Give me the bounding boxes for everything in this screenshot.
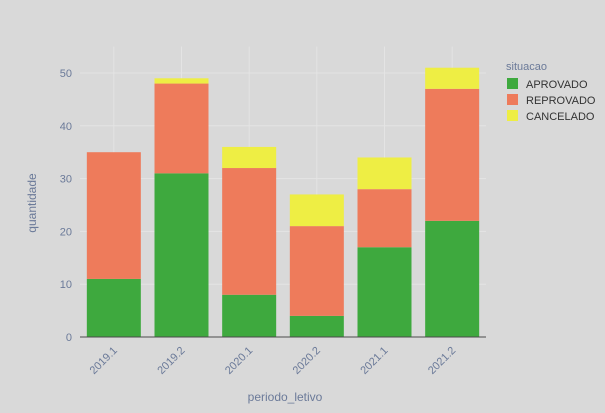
bar-segment-reprovado[interactable] [154, 83, 209, 174]
y-tick-label: 50 [60, 68, 72, 80]
bar-segment-aprovado[interactable] [222, 294, 277, 337]
legend-swatch-cancelado[interactable] [507, 110, 518, 121]
bar-segment-reprovado[interactable] [86, 152, 141, 279]
legend-swatch-reprovado[interactable] [507, 94, 518, 105]
bar-segment-reprovado[interactable] [357, 189, 412, 248]
y-tick-label: 40 [60, 121, 72, 133]
bar-segment-aprovado[interactable] [86, 278, 141, 337]
x-tick-label: 2019.2 [155, 345, 187, 377]
x-axis-title: periodo_letivo [248, 390, 323, 404]
grid-layer [80, 46, 486, 337]
bar-segment-reprovado[interactable] [289, 226, 344, 316]
y-axis-title: quantidade [25, 173, 39, 233]
bar-segment-cancelado[interactable] [222, 146, 277, 169]
legend-title: situacao [506, 61, 547, 73]
bar-segment-cancelado[interactable] [425, 67, 480, 89]
bars-layer [86, 67, 480, 337]
x-tick-label: 2021.2 [426, 345, 458, 377]
legend-label-aprovado[interactable]: APROVADO [526, 79, 588, 91]
legend-label-cancelado[interactable]: CANCELADO [526, 111, 595, 123]
bar-segment-aprovado[interactable] [357, 247, 412, 337]
bar-segment-reprovado[interactable] [425, 88, 480, 221]
legend-swatch-aprovado[interactable] [507, 78, 518, 89]
y-tick-label: 30 [60, 174, 72, 186]
y-tick-label: 20 [60, 226, 72, 238]
bar-segment-cancelado[interactable] [357, 157, 412, 190]
bar-segment-cancelado[interactable] [154, 78, 209, 84]
x-tick-label: 2020.2 [291, 345, 323, 377]
x-tick-label: 2021.1 [358, 345, 390, 377]
bar-segment-aprovado[interactable] [425, 220, 480, 337]
legend-label-reprovado[interactable]: REPROVADO [526, 95, 596, 107]
x-tick-label: 2019.1 [88, 345, 120, 377]
bar-segment-cancelado[interactable] [289, 194, 344, 227]
bar-segment-aprovado[interactable] [289, 315, 344, 337]
y-tick-label: 10 [60, 279, 72, 291]
y-tick-label: 0 [66, 332, 72, 344]
legend: situacao APROVADO REPROVADO CANCELADO [506, 61, 596, 123]
bar-segment-reprovado[interactable] [222, 168, 277, 295]
x-tick-label: 2020.1 [223, 345, 255, 377]
bar-segment-aprovado[interactable] [154, 173, 209, 337]
